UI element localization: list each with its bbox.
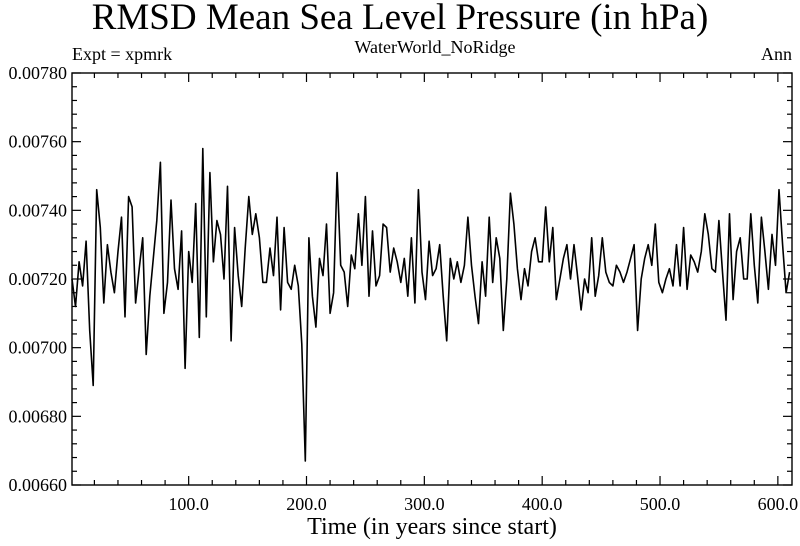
- y-tick-label: 0.00780: [9, 63, 68, 83]
- x-tick-label: 400.0: [522, 494, 563, 514]
- y-tick-label: 0.00660: [9, 475, 68, 495]
- axis-tick-labels: 0.00660 0.00680 0.00700 0.00720 0.00740 0.007…: [9, 63, 799, 514]
- series-line-rmsd: [71, 147, 791, 462]
- x-tick-label: 200.0: [286, 494, 327, 514]
- y-tick-label: 0.00680: [9, 406, 68, 426]
- x-axis-label: Time (in years since start): [307, 514, 557, 540]
- x-tick-label: 500.0: [640, 494, 681, 514]
- x-tick-label: 100.0: [168, 494, 209, 514]
- y-tick-label: 0.00760: [9, 132, 68, 152]
- season-label: Ann: [761, 44, 792, 64]
- chart-subtitle: WaterWorld_NoRidge: [354, 37, 516, 57]
- y-tick-label: 0.00720: [9, 269, 68, 289]
- y-tick-label: 0.00740: [9, 200, 68, 220]
- axis-ticks: [72, 72, 792, 486]
- experiment-label: Expt = xpmrk: [72, 44, 173, 64]
- chart-title: RMSD Mean Sea Level Pressure (in hPa): [91, 0, 709, 38]
- x-tick-label: 300.0: [404, 494, 445, 514]
- x-tick-label: 600.0: [758, 494, 799, 514]
- y-tick-label: 0.00700: [9, 338, 68, 358]
- plot-frame: [71, 72, 793, 486]
